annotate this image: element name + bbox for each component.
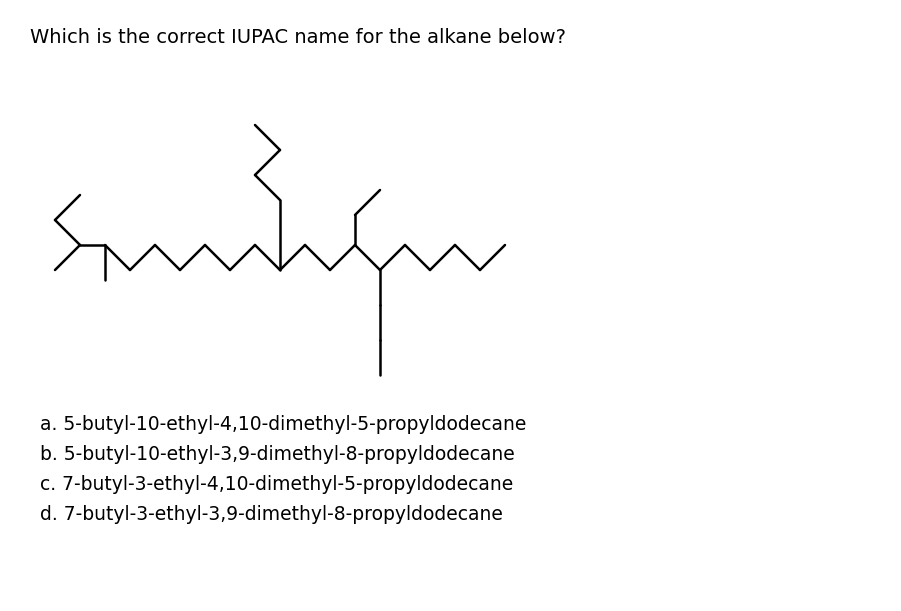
Text: Which is the correct IUPAC name for the alkane below?: Which is the correct IUPAC name for the … — [30, 28, 566, 47]
Text: d. 7-butyl-3-ethyl-3,9-dimethyl-8-propyldodecane: d. 7-butyl-3-ethyl-3,9-dimethyl-8-propyl… — [40, 505, 503, 524]
Text: c. 7-butyl-3-ethyl-4,10-dimethyl-5-propyldodecane: c. 7-butyl-3-ethyl-4,10-dimethyl-5-propy… — [40, 475, 514, 494]
Text: a. 5-butyl-10-ethyl-4,10-dimethyl-5-propyldodecane: a. 5-butyl-10-ethyl-4,10-dimethyl-5-prop… — [40, 415, 526, 434]
Text: b. 5-butyl-10-ethyl-3,9-dimethyl-8-propyldodecane: b. 5-butyl-10-ethyl-3,9-dimethyl-8-propy… — [40, 445, 514, 464]
